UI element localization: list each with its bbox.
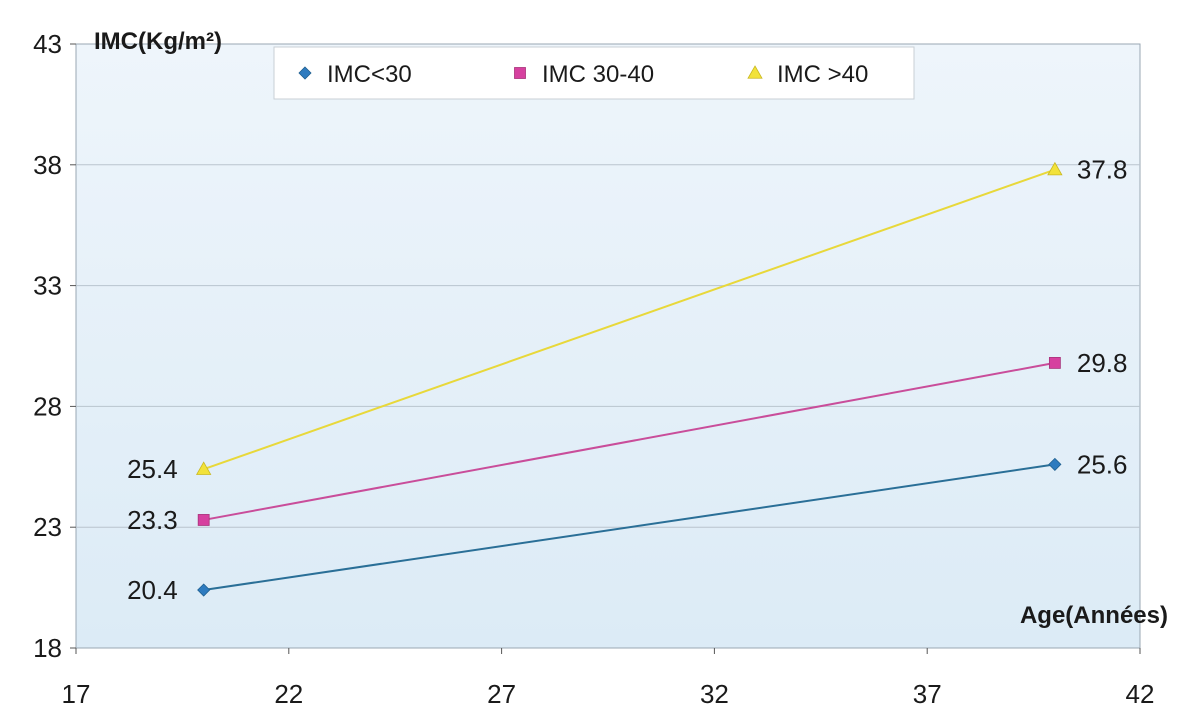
x-tick-label: 42 xyxy=(1126,679,1155,709)
data-label: 23.3 xyxy=(127,505,178,535)
data-point xyxy=(197,583,211,597)
legend-entry: IMC<30 xyxy=(327,61,412,88)
data-point xyxy=(195,461,212,475)
data-point xyxy=(1048,457,1062,471)
series-line-2 xyxy=(203,168,1056,471)
data-point xyxy=(1048,357,1061,369)
data-point xyxy=(197,514,210,526)
legend-marker xyxy=(747,65,763,79)
legend-entry: IMC >40 xyxy=(777,61,868,88)
data-label: 25.6 xyxy=(1077,449,1128,479)
plot-area xyxy=(75,43,1141,649)
y-tick-label: 33 xyxy=(33,271,62,301)
legend-marker xyxy=(298,66,312,80)
y-tick-label: 23 xyxy=(33,512,62,542)
x-axis-title: Age(Années) xyxy=(1020,602,1168,629)
y-tick-label: 43 xyxy=(33,29,62,59)
data-point xyxy=(1047,161,1063,176)
series-line-1 xyxy=(203,361,1056,521)
series-line-0 xyxy=(203,463,1056,592)
y-axis-title: IMC(Kg/m²) xyxy=(94,28,222,55)
x-tick-label: 27 xyxy=(487,679,516,709)
x-tick-label: 32 xyxy=(700,679,729,709)
y-tick-label: 28 xyxy=(33,391,62,421)
x-tick-label: 37 xyxy=(913,679,942,709)
data-label: 25.4 xyxy=(127,454,178,484)
legend-entry: IMC 30-40 xyxy=(542,61,654,88)
legend-marker xyxy=(514,67,526,79)
legend-box xyxy=(273,46,915,100)
data-label: 37.8 xyxy=(1077,155,1128,185)
data-label: 29.8 xyxy=(1077,348,1128,378)
y-tick-label: 38 xyxy=(33,150,62,180)
data-label: 20.4 xyxy=(127,575,178,605)
x-tick-label: 17 xyxy=(62,679,91,709)
y-tick-label: 18 xyxy=(33,633,62,663)
x-tick-label: 22 xyxy=(274,679,303,709)
